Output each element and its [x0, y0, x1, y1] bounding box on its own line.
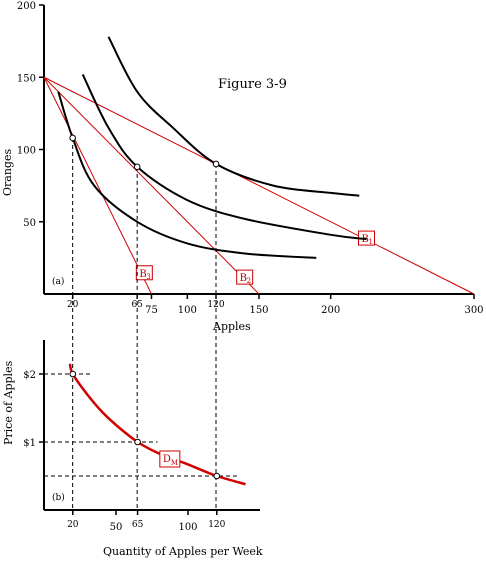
panel-a-x-tick-label: 300 — [464, 305, 483, 316]
demand-point — [213, 472, 221, 480]
panel-b-x-tick-label: 120 — [208, 520, 225, 530]
panel-a-x-tick-label: 150 — [249, 305, 268, 316]
panel-b-x-tick-label: 20 — [67, 520, 79, 530]
budget-label-b3: B — [139, 269, 146, 280]
panel-b-x-tick-label: 50 — [110, 522, 123, 533]
demand-label-box — [159, 450, 181, 468]
budget-line-b2 — [43, 76, 260, 295]
panel-a-x-tick-label: 75 — [145, 305, 158, 316]
panel-a-x-tick-label: 200 — [321, 305, 340, 316]
indifference-curve-2 — [81, 73, 367, 241]
panel-b-demand-curve: $1 $2 20 50 65 100 120 D M — [23, 340, 260, 533]
panel-a-y-tick-label: 150 — [17, 73, 36, 84]
indifference-curve-3 — [107, 36, 360, 197]
budget-label-sub-b3: 3 — [146, 273, 150, 281]
panel-a-y-tick-label: 200 — [17, 1, 36, 12]
demand-point — [69, 370, 77, 378]
demand-label: D — [163, 454, 171, 465]
budget-label-box-b2 — [236, 269, 254, 285]
tangency-point — [69, 134, 76, 142]
budget-label-box-b3 — [135, 265, 153, 281]
panel-b-x-axis-label: Quantity of Apples per Week — [103, 545, 263, 558]
panel-a-x-axis-label: Apples — [212, 320, 251, 333]
panel-b-x-tick-label: 65 — [132, 520, 144, 530]
indifference-curve-1 — [57, 91, 317, 259]
panel-b-x-tick-label: 100 — [178, 522, 197, 533]
figure-title: Figure 3-9 — [218, 77, 287, 92]
budget-label-b2: B — [240, 273, 247, 284]
budget-line-b1 — [43, 76, 475, 295]
panel-b-y-tick-label: $1 — [23, 438, 36, 449]
budget-line-b3 — [43, 77, 152, 295]
panel-b-label: (b) — [52, 492, 65, 503]
panel-a-label: (a) — [52, 276, 64, 287]
panel-a-y-tick-label: 100 — [17, 146, 36, 157]
panel-a-x-tick-label: 100 — [178, 305, 197, 316]
demand-curve — [68, 363, 246, 486]
budget-label-sub-b2: 2 — [247, 277, 251, 285]
tangency-point — [212, 160, 220, 168]
budget-label-sub-b1: 1 — [369, 238, 373, 246]
panel-a-y-tick-label: 50 — [23, 218, 36, 229]
tangency-point — [133, 163, 141, 171]
panel-b-y-axis-label: Price of Apples — [2, 360, 15, 445]
demand-point — [134, 438, 141, 446]
demand-label-sub: M — [171, 459, 178, 467]
panel-b-y-tick-label: $2 — [23, 370, 36, 381]
panel-a-y-axis-label: Oranges — [1, 149, 14, 196]
